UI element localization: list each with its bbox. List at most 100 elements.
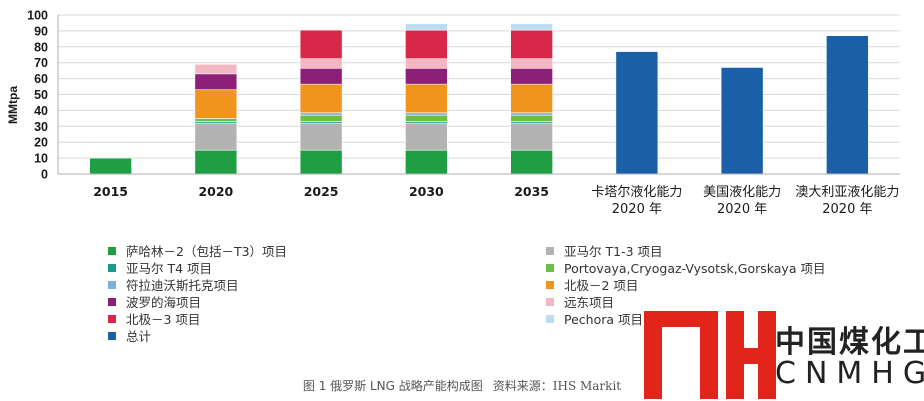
bar-segment — [405, 114, 448, 122]
legend-label: 萨哈林－2（包括－T3）项目 — [126, 244, 288, 259]
legend-swatch — [108, 246, 116, 255]
bar-segment — [405, 122, 448, 151]
x-tick-label: 2020 — [198, 184, 233, 199]
bar-segment — [405, 112, 448, 116]
legend-right-column: 亚马尔 T1-3 项目 Portovaya,Cryogaz-Vysotsk,Go… — [546, 242, 825, 327]
bar-segment — [510, 58, 553, 69]
bar-segment — [405, 67, 448, 85]
legend-swatch — [546, 280, 554, 289]
bar-segment — [194, 122, 238, 151]
y-tick-label: 90 — [34, 24, 48, 38]
x-tick-label: 美国液化能力 — [703, 185, 781, 200]
legend-swatch — [108, 280, 116, 289]
legend-item: 萨哈林－2（包括－T3）项目 — [108, 242, 287, 259]
y-tick-label: 0 — [41, 168, 48, 182]
legend-swatch — [546, 263, 554, 272]
bar-segment — [194, 63, 238, 75]
bar-segment — [405, 83, 448, 114]
bar-segment — [299, 112, 343, 116]
y-tick-label: 10 — [34, 152, 48, 166]
x-tick-label: 2020 年 — [612, 202, 662, 217]
bar-segment — [615, 51, 659, 175]
legend-label: 远东项目 — [564, 295, 615, 310]
legend-swatch — [108, 297, 116, 306]
bar-segment — [299, 67, 343, 85]
y-tick-label: 20 — [34, 136, 48, 150]
legend-label: 符拉迪沃斯托克项目 — [126, 278, 239, 293]
bar-segment — [510, 149, 553, 175]
x-tick-label: 2015 — [93, 184, 128, 199]
legend-item: 亚马尔 T1-3 项目 — [546, 242, 825, 259]
legend-item: 波罗的海项目 — [108, 293, 287, 310]
bar-segment — [510, 83, 553, 114]
legend-item: 北极－2 项目 — [546, 276, 825, 293]
y-tick-label: 80 — [34, 40, 48, 54]
bar-segment — [194, 89, 238, 119]
watermark-logo-icon — [644, 311, 776, 399]
legend-swatch — [108, 263, 116, 272]
x-tick-label: 2020 年 — [822, 202, 872, 217]
legend-label: 北极－2 项目 — [564, 278, 639, 293]
y-axis-title-text: MMtpa — [6, 86, 20, 124]
legend-item: 远东项目 — [546, 293, 825, 310]
legend-item: 北极－3 项目 — [108, 310, 287, 327]
legend-label: 北极－3 项目 — [126, 312, 201, 327]
x-tick-label: 2030 — [409, 184, 444, 199]
bar-segment — [510, 23, 553, 31]
x-tick-label: 2020 年 — [717, 202, 767, 217]
x-tick-label: 2035 — [514, 184, 549, 199]
y-axis-title: MMtpa — [0, 50, 26, 160]
legend-label: Portovaya,Cryogaz-Vysotsk,Gorskaya 项目 — [564, 261, 826, 276]
watermark-text-cn: 中国煤化工 — [775, 325, 924, 360]
bar-segment — [510, 67, 553, 85]
legend-item: Portovaya,Cryogaz-Vysotsk,Gorskaya 项目 — [546, 259, 825, 276]
bar-segment — [299, 114, 343, 122]
legend-label: 亚马尔 T4 项目 — [126, 261, 213, 276]
legend-label: 波罗的海项目 — [126, 295, 202, 310]
legend-swatch — [108, 314, 116, 323]
legend-label: Pechora 项目 — [564, 312, 643, 327]
caption-title: 图 1 俄罗斯 LNG 战略产能构成图 — [302, 379, 483, 393]
bar-segment — [826, 35, 869, 175]
legend-swatch — [546, 246, 554, 255]
gridlines — [58, 14, 900, 159]
y-tick-label: 50 — [34, 88, 48, 102]
legend-label: 亚马尔 T1-3 项目 — [564, 244, 663, 259]
bar-segment — [510, 112, 553, 116]
y-tick-label: 70 — [34, 56, 48, 70]
bar-segment — [194, 149, 238, 175]
legend-item: 亚马尔 T4 项目 — [108, 259, 287, 276]
bar-segment — [720, 67, 764, 175]
y-tick-label: 30 — [34, 120, 48, 134]
bar-segment — [405, 149, 448, 175]
bar-segment — [299, 122, 343, 151]
caption-source: 资料来源：IHS Markit — [492, 379, 622, 393]
bar-segment — [510, 122, 553, 151]
bar-segment — [510, 114, 553, 122]
bar-segment — [405, 29, 448, 60]
x-tick-label: 卡塔尔液化能力 — [591, 185, 682, 200]
figure-caption: 图 1 俄罗斯 LNG 战略产能构成图 资料来源：IHS Markit — [0, 377, 924, 394]
legend-item: Pechora 项目 — [546, 310, 825, 327]
y-tick-label: 60 — [34, 72, 48, 86]
watermark-text-en: CNMHG — [775, 356, 924, 391]
legend-swatch — [546, 297, 554, 306]
legend-item: 符拉迪沃斯托克项目 — [108, 276, 287, 293]
legend-swatch — [108, 331, 116, 340]
legend-left-column: 萨哈林－2（包括－T3）项目 亚马尔 T4 项目 符拉迪沃斯托克项目 波罗的海项… — [108, 242, 287, 344]
bar-segment — [299, 29, 343, 60]
bar-segment — [405, 23, 448, 31]
y-tick-label: 100 — [27, 9, 48, 23]
bar-segment — [194, 73, 238, 91]
logo-mark — [644, 311, 776, 399]
bar-segment — [405, 58, 448, 69]
bar-segment — [299, 83, 343, 114]
bar-segment — [299, 149, 343, 175]
x-tick-label: 澳大利亚液化能力 — [795, 184, 899, 200]
bar-segment — [194, 118, 238, 122]
bars — [89, 23, 869, 175]
x-tick-label: 2025 — [304, 184, 339, 199]
bar-segment — [510, 29, 553, 60]
